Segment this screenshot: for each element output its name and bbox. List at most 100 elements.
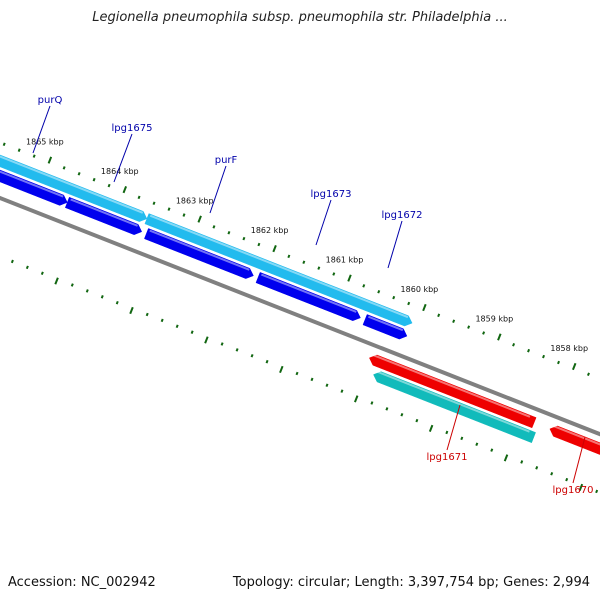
reverse-cds-arrow-highlight (552, 425, 600, 446)
outer-tick (586, 372, 590, 377)
reverse-cds-arrow (549, 425, 600, 455)
inner-tick (353, 395, 359, 403)
gene-label-lpg1671: lpg1671 (427, 452, 468, 463)
gene-leader-line (32, 105, 51, 154)
inner-tick (220, 342, 224, 346)
forward-cds-arrow-highlight (261, 273, 357, 313)
feature-labels: 1865 kbp 1864 kbp 1863 kbp 1862 kbp 1861 kbp… (26, 95, 593, 496)
inner-tick (578, 483, 584, 491)
inner-tick (503, 454, 509, 462)
gene-leader-line (113, 133, 133, 183)
reverse-cds-arrow (369, 353, 537, 429)
forward-cds-arrow-highlight (0, 170, 64, 198)
outer-tick (287, 254, 291, 259)
inner-tick (100, 295, 104, 299)
inner-tick (325, 383, 329, 388)
inner-tick (115, 300, 119, 305)
outer-tick (242, 236, 246, 241)
outer-tick (542, 354, 546, 359)
inner-tick (340, 389, 344, 393)
inner-tick (415, 418, 419, 423)
reverse-gene-arrow (373, 370, 536, 444)
outer-tick (182, 213, 186, 217)
gene-label-lpg1673: lpg1673 (311, 189, 352, 200)
outer-tick (482, 331, 486, 335)
forward-cds-arrow (144, 228, 254, 279)
gene-leader-line (315, 199, 332, 246)
outer-tick (362, 284, 366, 288)
outer-tick (2, 142, 6, 147)
inner-tick (595, 489, 599, 494)
gene-leader-line (209, 165, 227, 214)
forward-gene-arrow (0, 154, 148, 222)
forward-cds-arrow-body (0, 169, 68, 206)
outer-tick (92, 177, 96, 182)
inner-tick (250, 354, 254, 358)
inner-tick (475, 442, 479, 446)
inner-tick (10, 259, 14, 264)
inner-tick (70, 283, 74, 287)
outer-tick (497, 333, 502, 341)
gene-label-lpg1672: lpg1672 (382, 210, 423, 221)
inner-tick (190, 330, 194, 334)
inner-tick (445, 430, 449, 435)
reverse-cds-arrow-highlight (372, 353, 531, 418)
forward-gene-arrow-body (0, 154, 148, 222)
outer-tick (347, 274, 352, 282)
outer-tick (62, 166, 66, 170)
reverse-gene-arrow-body (373, 371, 536, 444)
outer-tick (377, 289, 381, 294)
scale-tick-label: 1860 kbp (401, 285, 439, 294)
outer-tick (407, 301, 411, 306)
inner-tick (370, 401, 374, 405)
inner-tick (295, 371, 299, 376)
forward-cds-arrow (64, 196, 143, 235)
outer-tick (452, 319, 456, 323)
outer-tick (572, 362, 577, 371)
forward-gene-arrow (144, 213, 413, 327)
map-title: Legionella pneumophila subsp. pneumophil… (92, 10, 508, 25)
forward-cds-arrow-highlight (70, 198, 138, 227)
reverse-cds-arrow-body (549, 425, 600, 455)
scale-tick-label: 1865 kbp (26, 138, 64, 147)
inner-tick (40, 271, 44, 275)
forward-cds-arrow (362, 314, 408, 340)
inner-tick (54, 277, 59, 285)
inner-tick (535, 466, 539, 470)
backbone-line (0, 195, 600, 437)
forward-cds-arrow-body (255, 272, 361, 321)
reverse-cds-arrow-body (369, 354, 537, 429)
outer-tick (527, 348, 531, 353)
inner-tick (279, 365, 284, 374)
outer-tick (47, 156, 53, 164)
inner-tick (400, 412, 404, 417)
inner-tick (565, 477, 569, 482)
outer-tick (152, 201, 156, 206)
gene-label-lpg1675: lpg1675 (112, 123, 153, 134)
outer-tick (212, 225, 216, 229)
outer-tick (512, 343, 516, 347)
gene-leader-line (572, 436, 586, 484)
outer-tick (107, 183, 111, 188)
scale-tick-label: 1862 kbp (251, 226, 289, 235)
scale-tick-label: 1859 kbp (475, 315, 513, 324)
inner-tick (310, 377, 314, 382)
outer-tick (137, 195, 141, 200)
outer-tick (392, 295, 396, 300)
inner-tick (25, 265, 29, 270)
scale-tick-label: 1861 kbp (326, 256, 364, 265)
inner-tick (175, 324, 179, 329)
forward-cds-arrow-body (144, 228, 254, 279)
inner-tick-marks (10, 259, 599, 494)
scale-tick-label: 1863 kbp (176, 197, 214, 206)
inner-tick (428, 424, 434, 433)
forward-gene-arrow-highlight (0, 155, 144, 214)
forward-cds-arrow-body (64, 196, 143, 235)
inner-tick (85, 289, 89, 293)
scale-tick-label: 1864 kbp (101, 167, 139, 176)
outer-tick (227, 230, 231, 235)
gene-leader-line (446, 404, 461, 451)
inner-tick (490, 448, 494, 452)
forward-cds-arrow-body (362, 314, 408, 340)
